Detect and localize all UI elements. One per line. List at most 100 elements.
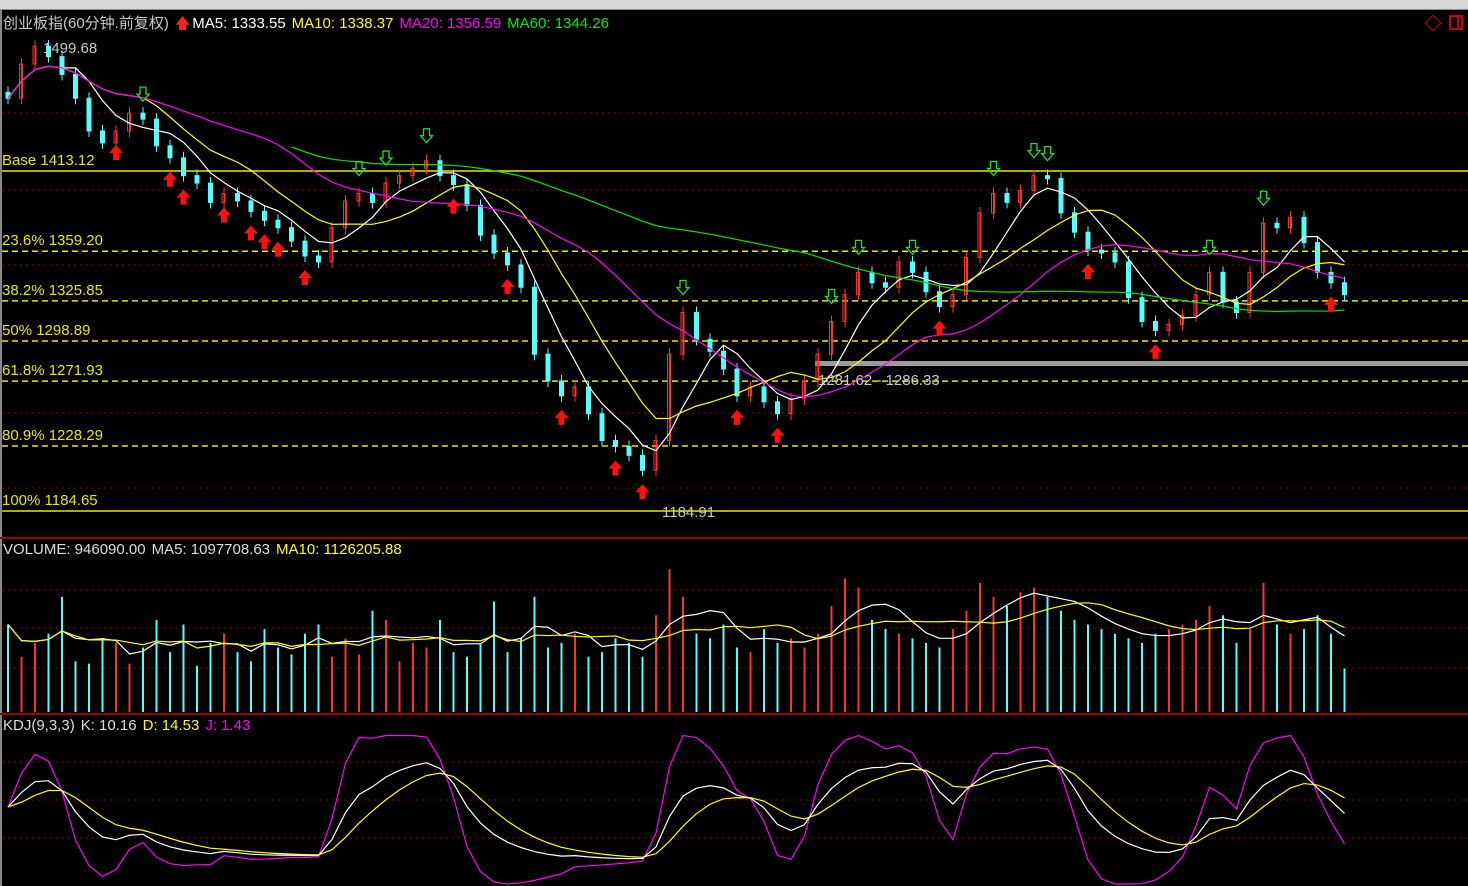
ma5-line — [7, 65, 1345, 452]
sell-arrow-icon — [1026, 142, 1042, 159]
buy-arrow-icon — [446, 198, 461, 214]
fib-label: Base 1413.12 — [2, 152, 95, 169]
fib-label: 50% 1298.89 — [2, 321, 91, 339]
buy-arrow-icon — [554, 409, 569, 425]
candle-body — [302, 240, 308, 257]
candle-body — [262, 210, 267, 221]
volume-ma10-line — [7, 602, 1345, 649]
candle-body — [1207, 271, 1211, 296]
sell-arrow-icon — [675, 279, 691, 296]
buy-arrow-icon — [770, 427, 785, 443]
candle-body — [896, 261, 901, 288]
ma60-line — [291, 146, 1345, 313]
candle-body — [1315, 242, 1320, 273]
candle-body — [1058, 178, 1064, 214]
candle-body — [167, 145, 173, 159]
candle-body — [194, 175, 200, 184]
candle-body — [842, 294, 847, 322]
candle-body — [505, 252, 510, 266]
kdj-d: D: 14.53 — [142, 717, 200, 734]
range-label: 1281.62 - 1286.33 — [818, 372, 940, 389]
sell-arrow-icon — [986, 160, 1001, 177]
buy-arrow-icon — [257, 234, 272, 250]
buy-arrow-icon — [730, 409, 744, 425]
kdj-k-line — [7, 759, 1345, 860]
candle-body — [964, 256, 968, 296]
kdj-header: KDJ(9,3,3) K: 10.16 D: 14.53 J: 1.43 — [3, 717, 256, 735]
candle-body — [1193, 294, 1198, 317]
buy-arrow-icon — [217, 207, 231, 223]
candle-body — [532, 286, 537, 355]
candle-body — [815, 353, 820, 382]
candle-body — [248, 200, 254, 212]
candle-body — [883, 282, 888, 288]
candle-body — [221, 192, 226, 203]
candle-body — [613, 440, 618, 447]
candle-body — [910, 261, 915, 273]
candle-body — [1018, 190, 1022, 203]
buy-arrow-icon — [500, 278, 515, 294]
candle-body — [1112, 252, 1118, 263]
candle-body — [437, 160, 443, 177]
candle-body — [316, 255, 321, 263]
candle-body — [829, 320, 833, 355]
candle-body — [586, 386, 591, 415]
candle-body — [869, 271, 875, 284]
candle-body — [154, 118, 159, 147]
sell-arrow-icon — [351, 160, 367, 177]
ma10-value: MA10: 1338.37 — [291, 15, 394, 32]
sell-arrow-icon — [378, 150, 394, 167]
buy-arrow-icon — [298, 269, 312, 285]
candle-body — [1004, 192, 1010, 203]
candle-body — [1301, 216, 1307, 244]
fib-label: 23.6% 1359.20 — [2, 232, 103, 250]
fib-label: 38.2% 1325.85 — [2, 281, 103, 299]
candle-body — [1045, 175, 1050, 180]
candle-body — [113, 130, 118, 144]
candle-body — [181, 157, 186, 177]
candle-body — [518, 264, 524, 288]
fib-label: 61.8% 1271.93 — [2, 362, 103, 380]
volume-ma10: MA10: 1126205.88 — [276, 541, 402, 558]
candle-body — [1288, 216, 1292, 229]
candle-body — [1072, 212, 1077, 233]
buy-arrow-icon — [1148, 344, 1163, 360]
candle-body — [1099, 249, 1104, 254]
candle-body — [410, 167, 415, 177]
candle-body — [937, 291, 942, 308]
buy-arrow-icon — [163, 171, 177, 187]
volume-value: VOLUME: 946090.00 — [3, 541, 146, 558]
buy-arrow-icon — [244, 225, 258, 241]
candle-body — [1180, 315, 1184, 325]
buy-arrow-icon — [109, 145, 123, 161]
ma5-value: MA5: 1333.55 — [192, 15, 286, 32]
candle-body — [1126, 261, 1131, 299]
candle-body — [1085, 231, 1091, 251]
candle-body — [208, 182, 213, 203]
sell-arrow-icon — [135, 86, 151, 103]
toolbar-strip — [0, 0, 1468, 10]
panel-toggle-icon[interactable] — [1449, 15, 1463, 30]
candle-body — [734, 368, 740, 397]
candle-body — [1139, 297, 1145, 322]
high-label: 1499.68 — [43, 40, 98, 57]
candle-body — [343, 200, 347, 229]
candle-body — [1328, 271, 1334, 284]
candle-body — [356, 192, 361, 202]
candle-body — [694, 312, 699, 340]
sell-arrow-icon — [851, 239, 866, 256]
candle-body — [275, 219, 281, 229]
fib-label: 100% 1184.65 — [2, 491, 98, 509]
ma60-value: MA60: 1344.26 — [507, 15, 609, 32]
candle-body — [1342, 282, 1347, 296]
candle-body — [761, 386, 767, 403]
candle-body — [19, 63, 23, 99]
instrument-title: 创业板指(60分钟.前复权) — [3, 15, 169, 32]
ma20-value: MA20: 1356.59 — [399, 15, 502, 32]
candle-body — [721, 350, 726, 370]
candle-body — [680, 312, 685, 355]
candle-body — [1274, 222, 1280, 229]
candle-body — [1261, 222, 1265, 273]
candle-body — [559, 380, 564, 397]
